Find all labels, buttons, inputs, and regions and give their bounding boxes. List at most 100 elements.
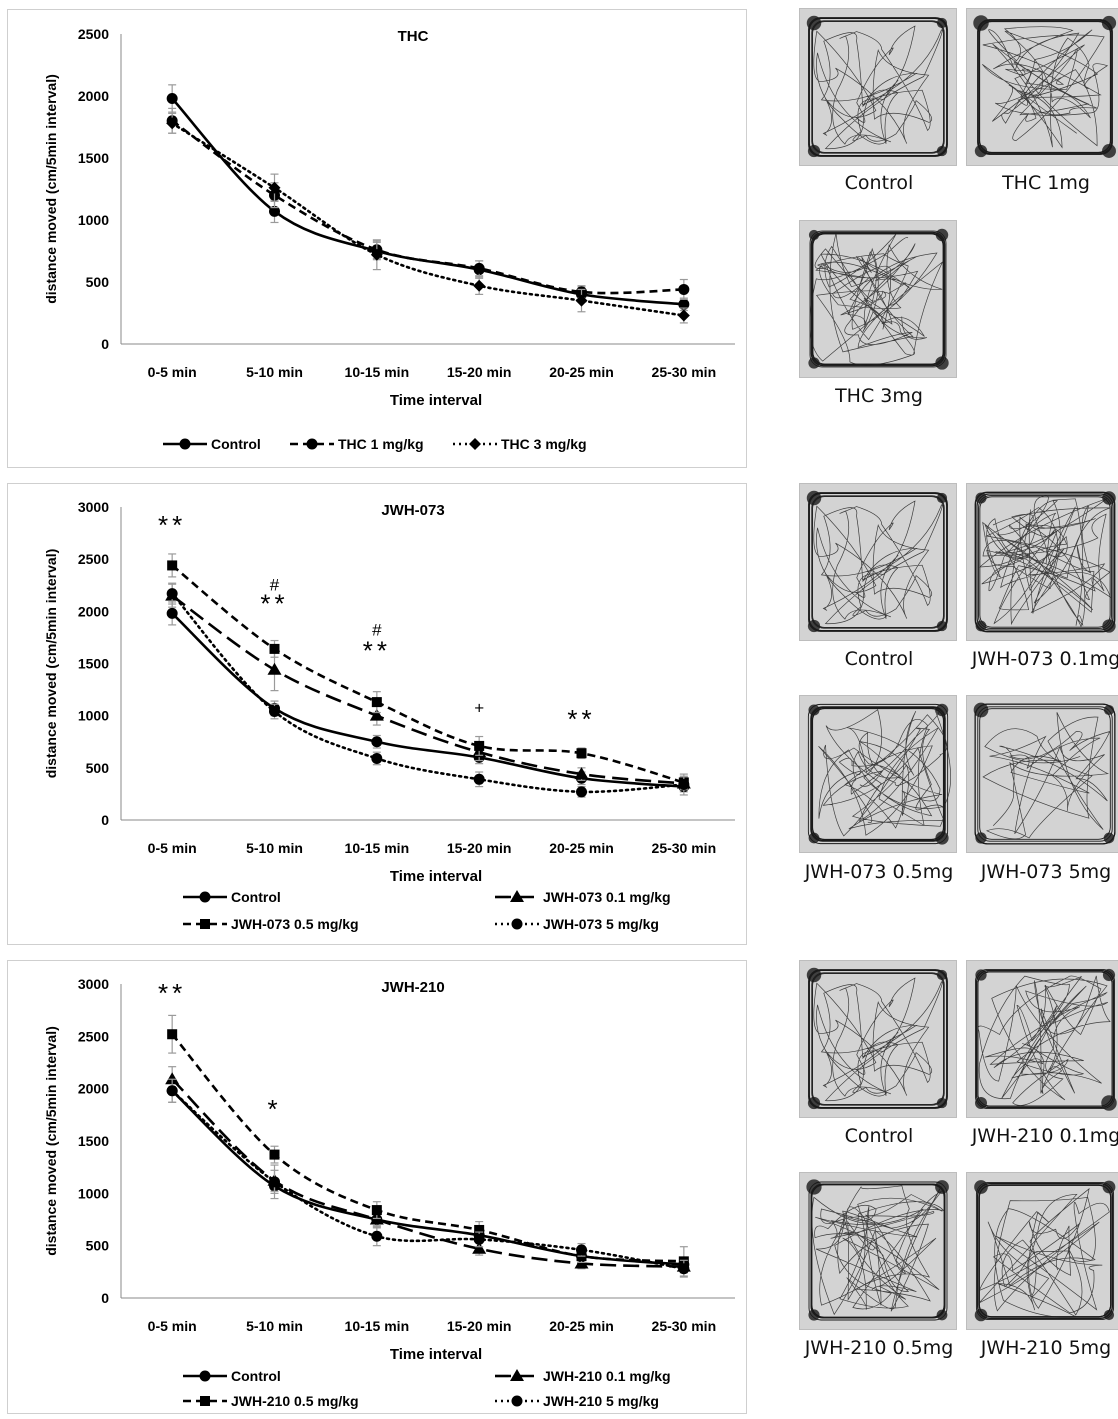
data-point — [474, 740, 485, 751]
x-tick-label: 5-10 min — [246, 840, 303, 856]
track-label-thc-3mg: THC 3mg — [835, 385, 923, 407]
data-point — [472, 1241, 487, 1254]
x-tick-label: 10-15 min — [345, 364, 410, 380]
legend-item-control: Control — [183, 1368, 281, 1384]
arena-border-track — [811, 232, 945, 366]
corner-cluster — [806, 15, 822, 31]
y-tick-label: 1000 — [78, 1185, 109, 1201]
corner-cluster — [1102, 619, 1116, 633]
track-label-jwh073-0.5mg: JWH-073 0.5mg — [804, 861, 954, 883]
y-tick-label: 500 — [86, 760, 110, 776]
series-jwh-073-5-mg-kg — [166, 582, 690, 798]
arena-border-track — [974, 968, 1116, 1110]
corner-cluster — [808, 357, 820, 369]
data-point — [576, 1244, 587, 1256]
movement-track-drawing — [806, 1179, 949, 1321]
x-tick-label: 25-30 min — [652, 1318, 717, 1334]
movement-track-drawing — [806, 967, 948, 1110]
track-image-jwh073-0.1mg — [966, 483, 1118, 641]
data-point — [369, 708, 384, 721]
x-tick-label: 5-10 min — [246, 1318, 303, 1334]
legend-item-jwh-073-5-mg-kg: JWH-073 5 mg/kg — [495, 916, 659, 932]
arena-border-track — [811, 495, 945, 629]
arena-border-track — [812, 21, 944, 153]
corner-cluster — [1102, 491, 1116, 505]
track-image-jwh073-0.5mg — [799, 695, 957, 853]
legend-swatch-marker — [179, 438, 191, 450]
x-tick-label: 20-25 min — [549, 1318, 614, 1334]
arena-border-track — [811, 1184, 945, 1318]
legend-swatch-marker — [200, 919, 210, 929]
x-axis-label: Time interval — [390, 868, 482, 885]
legend-item-jwh-210-0-5-mg-kg: JWH-210 0.5 mg/kg — [183, 1393, 359, 1409]
arena-border-track — [812, 496, 944, 628]
series-line — [171, 1078, 684, 1268]
y-tick-label: 0 — [101, 812, 109, 828]
series-control — [166, 84, 690, 312]
corner-cluster — [808, 229, 820, 241]
data-point — [269, 205, 280, 217]
significance-marker: # — [372, 620, 382, 639]
arena-border-track — [977, 971, 1113, 1107]
legend-swatch-marker — [199, 891, 211, 903]
y-tick-label: 1000 — [78, 212, 109, 228]
series-line — [170, 1089, 686, 1270]
corner-cluster — [973, 15, 989, 31]
significance-marker: # — [270, 575, 280, 594]
movement-track-drawing — [974, 968, 1117, 1111]
corner-cluster — [807, 1096, 821, 1110]
corner-cluster — [1101, 1095, 1117, 1111]
movement-path — [811, 1185, 945, 1316]
data-point — [473, 1233, 485, 1245]
movement-track-drawing — [806, 490, 948, 633]
y-tick-label: 500 — [86, 274, 110, 290]
series-line — [171, 119, 684, 295]
corner-cluster — [935, 1180, 949, 1194]
legend-label: JWH-210 5 mg/kg — [543, 1393, 659, 1409]
arena-border-track — [976, 1182, 1114, 1320]
chart-c-svg: JWH-210 0 500 1000 1500 2000 2500 3000 0-5 min 5-… — [43, 976, 735, 1409]
arena-border-track — [975, 492, 1115, 632]
series-jwh-210-0-1-mg-kg — [165, 1066, 691, 1274]
data-point — [269, 1176, 280, 1188]
data-point — [267, 662, 282, 675]
y-axis-label: distance moved (cm/5min interval) — [43, 549, 59, 779]
legend-label: Control — [211, 436, 261, 452]
data-point — [370, 248, 383, 261]
data-point — [678, 283, 690, 295]
y-tick-label: 2000 — [78, 1081, 109, 1097]
arena-border-track — [809, 230, 947, 368]
arena-border-track — [976, 493, 1114, 631]
data-point — [269, 643, 280, 654]
legend-item-thc-1-mg-kg: THC 1 mg/kg — [290, 436, 424, 452]
arena-border-track — [811, 20, 945, 154]
data-point — [166, 607, 178, 619]
series-thc-3-mg-kg — [166, 112, 690, 324]
track-image-thc-1mg — [966, 8, 1118, 166]
arena-border-track — [979, 21, 1111, 153]
data-point — [678, 1263, 690, 1275]
data-point — [269, 705, 280, 717]
series-line — [171, 1089, 684, 1266]
data-point — [371, 736, 383, 748]
arena-border-track — [811, 1184, 945, 1318]
arena-border-track — [978, 20, 1112, 154]
track-image-jwh210-0.1mg — [966, 960, 1118, 1118]
arena-border-track — [977, 971, 1113, 1107]
data-point — [166, 1085, 178, 1097]
legend-label: Control — [231, 889, 281, 905]
movement-track-drawing — [974, 1180, 1116, 1322]
arena-border-track — [979, 496, 1111, 628]
arena-border-track — [808, 17, 948, 157]
x-tick-label: 25-30 min — [652, 840, 717, 856]
corner-cluster — [808, 1309, 820, 1321]
corner-cluster — [975, 1097, 987, 1109]
track-label-jwh073-control: Control — [844, 648, 914, 670]
corner-cluster — [936, 620, 948, 632]
movement-track-drawing — [974, 491, 1116, 633]
corner-cluster — [1103, 832, 1115, 844]
y-tick-label: 1500 — [78, 1133, 109, 1149]
corner-cluster — [1102, 144, 1116, 158]
chart-panel-b: JWH-073 0 500 1000 1500 2000 2500 3000 0-5 min 5-… — [7, 483, 747, 945]
legend-item-jwh-073-0-5-mg-kg: JWH-073 0.5 mg/kg — [183, 916, 359, 932]
